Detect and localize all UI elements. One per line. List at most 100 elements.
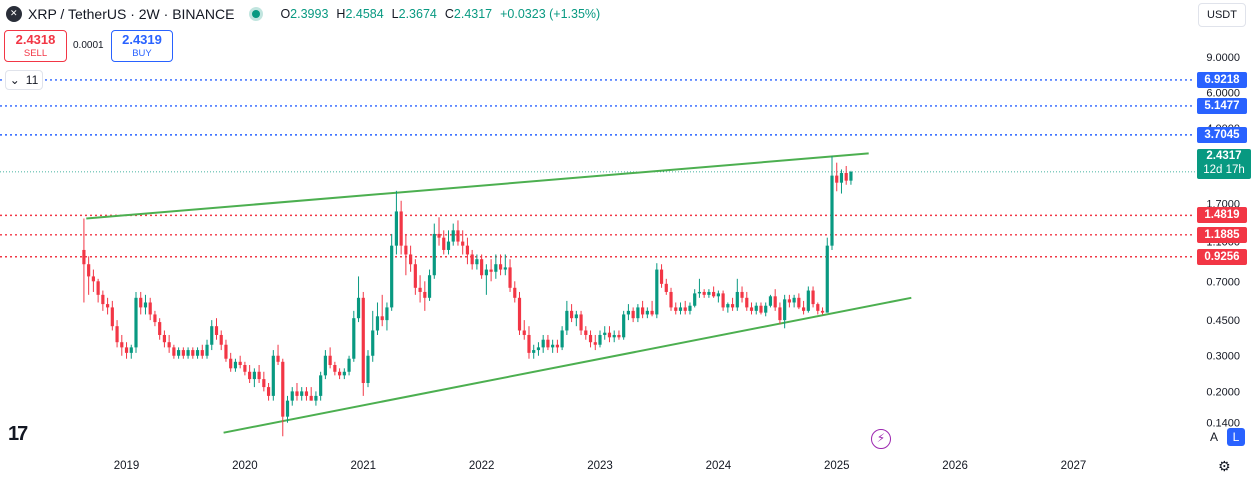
candle-body (603, 332, 607, 335)
candle (205, 339, 209, 359)
auto-scale-button[interactable]: A (1205, 428, 1223, 446)
candle (820, 307, 825, 315)
level-price-label: 5.1477 (1197, 97, 1247, 114)
candle (333, 361, 337, 376)
candle-body (82, 249, 86, 265)
candle-body (205, 344, 209, 356)
candle-body (266, 387, 271, 396)
candle-body (300, 391, 304, 396)
candle-body (513, 287, 517, 298)
candle (290, 387, 294, 406)
candle (764, 302, 768, 317)
candle-body (243, 365, 247, 372)
candle-body (617, 334, 621, 338)
candle (276, 344, 280, 366)
candle-body (191, 350, 195, 356)
candle (498, 254, 503, 276)
candle (778, 302, 782, 325)
candle-body (612, 334, 616, 338)
x-axis-tick-label: 2023 (587, 460, 613, 472)
candle (612, 330, 616, 343)
candle (347, 355, 351, 376)
level-price-label: 0.9256 (1197, 248, 1247, 265)
lightning-event-icon[interactable]: ⚡ (871, 429, 891, 449)
candle-body (375, 316, 380, 331)
candle-body (541, 339, 545, 348)
market-open-dot-icon (252, 10, 261, 18)
candle-body (337, 371, 342, 376)
candle (470, 249, 474, 270)
candle-body (480, 259, 484, 276)
candle-body (124, 347, 129, 353)
candle (489, 259, 493, 282)
candle-body (465, 245, 470, 255)
candle-body (674, 307, 678, 311)
candle-body (811, 290, 815, 305)
candle-body (778, 307, 782, 321)
candle (105, 297, 110, 315)
candle-body (181, 350, 185, 356)
candle-body (768, 296, 773, 306)
candle-body (726, 304, 730, 308)
candle-body (290, 391, 294, 401)
candle (375, 302, 380, 335)
candle (337, 368, 342, 380)
candle-body (342, 371, 346, 376)
y-axis-tick-label: 9.0000 (1206, 52, 1240, 64)
candle (404, 233, 408, 276)
candle-body (285, 400, 290, 417)
buy-button[interactable]: 2.4319 BUY (111, 30, 173, 62)
candle (233, 358, 238, 372)
candle (622, 310, 626, 340)
indicators-toggle-button[interactable]: ⌄ 11 (5, 70, 43, 90)
candle-body (645, 310, 649, 315)
candle-body (712, 291, 716, 297)
candle (172, 344, 176, 359)
gear-icon[interactable]: ⚙ (1218, 458, 1231, 474)
candle-body (366, 355, 370, 384)
candle (285, 395, 290, 423)
ohlc-open: O2.3993 (280, 7, 329, 21)
candle-body (262, 379, 266, 388)
candle (555, 339, 559, 353)
xrp-coin-icon[interactable] (6, 6, 22, 22)
candle (87, 256, 91, 295)
symbol-title[interactable]: XRP / TetherUS · 2W · BINANCE (28, 6, 235, 22)
candle (319, 371, 323, 401)
candle-body (560, 330, 564, 348)
candle-body (451, 230, 455, 242)
candle-body (394, 211, 399, 246)
y-axis-tick-label: 0.7000 (1206, 276, 1240, 288)
x-axis-tick-label: 2022 (469, 460, 495, 472)
candle-body (797, 297, 801, 308)
currency-select[interactable]: USDT (1198, 3, 1246, 27)
candle-body (309, 395, 313, 401)
candle-body (475, 259, 479, 265)
sell-button[interactable]: 2.4318 SELL (4, 30, 67, 62)
candle-body (783, 299, 787, 321)
candle (783, 294, 787, 329)
candle (124, 342, 129, 359)
candle (659, 264, 664, 288)
candle (461, 230, 465, 255)
candle (588, 330, 593, 348)
candle-body (323, 355, 327, 376)
candle (238, 355, 242, 369)
tradingview-logo-icon[interactable]: 17 (8, 423, 28, 445)
symbol-header: XRP / TetherUS · 2W · BINANCE O2.3993 H2… (0, 0, 1180, 28)
candle (541, 334, 545, 353)
x-axis-tick-label: 2021 (350, 460, 376, 472)
candle (517, 291, 522, 335)
log-scale-button[interactable]: L (1227, 428, 1245, 446)
candle-body (759, 305, 763, 313)
candle (181, 347, 185, 359)
candle-body (446, 241, 451, 250)
candle (503, 254, 507, 276)
spread-value: 0.0001 (73, 40, 104, 51)
candle (598, 330, 602, 348)
candle (655, 263, 659, 319)
candle (110, 300, 114, 331)
candle (716, 290, 720, 303)
candle-body (574, 314, 578, 319)
